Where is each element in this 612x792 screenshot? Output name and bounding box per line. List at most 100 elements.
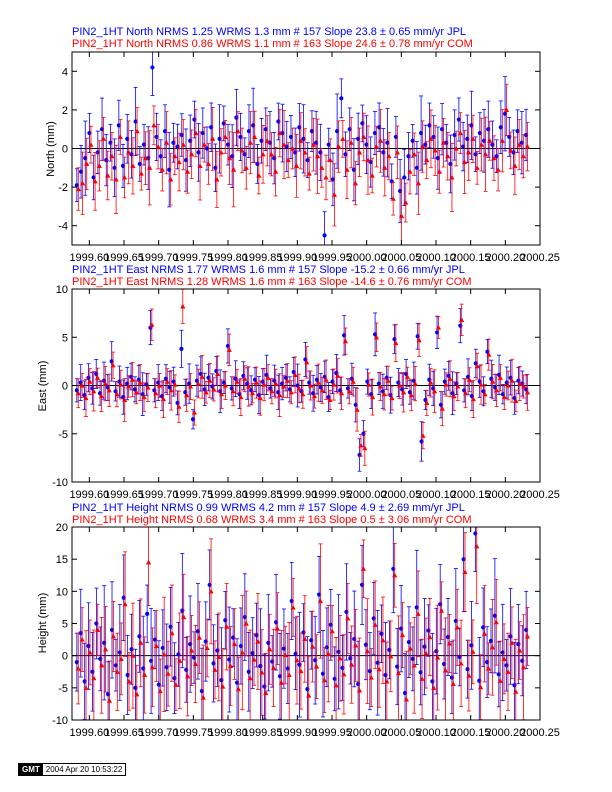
- height-series-jpl: [74, 526, 529, 721]
- height-point-com: [106, 698, 113, 703]
- height-point-com: [149, 664, 156, 670]
- east-point-com: [284, 378, 290, 383]
- height-point-com: [435, 654, 441, 660]
- north-point-jpl: [179, 132, 184, 138]
- height-point-com: [243, 620, 249, 626]
- north-point-jpl: [154, 134, 159, 140]
- east-point-com: [199, 374, 205, 379]
- height-point-com: [177, 658, 183, 663]
- north-ytick-label: 4: [62, 66, 68, 78]
- height-point-com: [345, 615, 351, 621]
- height-point-com: [267, 646, 273, 652]
- east-point-com: [400, 389, 407, 395]
- east-point-com: [397, 382, 403, 388]
- height-point-com: [493, 619, 499, 625]
- east-point-com: [497, 375, 504, 380]
- north-point-com: [482, 151, 489, 157]
- north-point-jpl: [217, 136, 222, 141]
- north-point-com: [369, 172, 375, 178]
- height-point-com: [75, 665, 81, 671]
- east-point-com: [296, 385, 302, 391]
- north-point-com: [390, 196, 396, 201]
- height-ytick-label: -10: [52, 715, 68, 727]
- east-point-com: [180, 303, 186, 309]
- height-point-com: [161, 651, 167, 657]
- east-point-com: [218, 391, 225, 397]
- height-point-com: [333, 682, 339, 688]
- height-point-com: [372, 622, 378, 627]
- height-xtick-label: 1999.75: [173, 727, 213, 739]
- east-point-com: [350, 379, 356, 384]
- north-point-com: [109, 153, 115, 159]
- height-point-com: [450, 681, 456, 687]
- east-point-com: [331, 381, 337, 387]
- height-point-com: [509, 640, 515, 645]
- north-point-com: [348, 140, 354, 145]
- height-point-com: [501, 656, 507, 661]
- height-point-jpl: [145, 611, 150, 616]
- north-point-jpl: [234, 115, 239, 120]
- panel-height-jpl-header: PIN2_1HT Height NRMS 0.99 WRMS 4.2 mm # …: [72, 502, 465, 514]
- east-point-com: [505, 382, 511, 388]
- east-point-com: [509, 378, 515, 383]
- north-point-jpl: [318, 150, 323, 155]
- north-point-jpl: [78, 169, 84, 174]
- height-point-com: [173, 682, 179, 687]
- east-point-com: [191, 409, 198, 415]
- east-point-com: [300, 391, 306, 397]
- east-point-com: [288, 389, 294, 395]
- height-point-com: [83, 685, 89, 690]
- height-point-com: [181, 614, 187, 620]
- east-point-com: [222, 382, 228, 388]
- north-point-jpl: [116, 123, 121, 128]
- height-xtick-label: 2000.25: [520, 727, 560, 739]
- height-point-com: [376, 666, 382, 672]
- height-point-com: [306, 692, 312, 698]
- east-ytick-label: 0: [62, 381, 68, 393]
- north-point-jpl: [183, 157, 189, 163]
- north-point-com: [440, 140, 447, 145]
- north-point-com: [113, 176, 119, 182]
- north-point-jpl: [297, 125, 302, 130]
- height-point-com: [270, 665, 277, 670]
- east-point-com: [424, 400, 430, 405]
- height-point-com: [79, 636, 85, 642]
- north-point-jpl: [347, 127, 352, 132]
- panel-east-com-header: PIN2_1HT East NRMS 1.28 WRMS 1.6 mm # 16…: [72, 276, 472, 288]
- north-point-jpl: [465, 136, 470, 141]
- north-point-com: [419, 143, 426, 149]
- height-point-com: [411, 662, 417, 668]
- north-point-com: [268, 151, 275, 157]
- east-point-com: [369, 394, 376, 400]
- north-point-jpl: [309, 129, 315, 134]
- north-point-com: [432, 147, 438, 153]
- north-point-com: [394, 149, 400, 155]
- east-xtick-label: 2000.20: [485, 489, 525, 501]
- height-point-com: [524, 633, 531, 639]
- east-point-com: [490, 379, 496, 384]
- height-xtick-label: 2000.15: [451, 727, 491, 739]
- north-point-jpl: [381, 150, 386, 155]
- height-point-com: [442, 667, 449, 673]
- north-point-com: [306, 170, 312, 176]
- north-point-com: [461, 159, 468, 165]
- east-point-com: [83, 395, 89, 401]
- height-point-com: [384, 678, 390, 684]
- east-point-com: [257, 395, 263, 401]
- north-point-com: [155, 143, 161, 149]
- east-point-com: [145, 384, 151, 390]
- east-point-com: [125, 383, 132, 389]
- east-point-com: [98, 393, 105, 399]
- east-xtick-label: 2000.10: [416, 489, 456, 501]
- height-point-com: [446, 640, 452, 646]
- north-point-jpl: [439, 127, 445, 132]
- north-point-com: [168, 176, 174, 182]
- height-point-com: [169, 630, 175, 636]
- north-xtick-label: 2000.05: [381, 252, 421, 264]
- east-point-com: [215, 371, 221, 376]
- north-point-com: [189, 151, 195, 157]
- north-point-com: [252, 134, 258, 139]
- east-point-com: [273, 380, 279, 386]
- east-point-com: [141, 394, 147, 400]
- north-point-com: [478, 142, 484, 147]
